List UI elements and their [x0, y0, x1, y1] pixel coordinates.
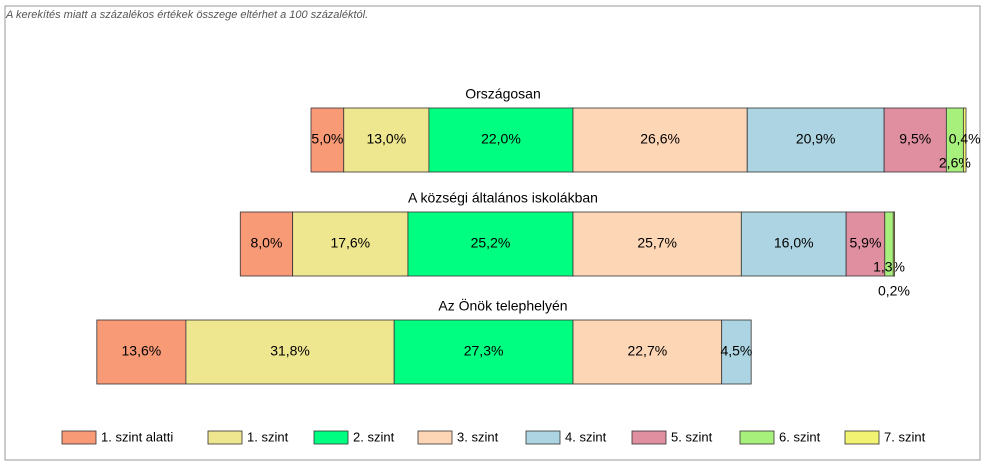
row-title: Az Önök telephelyén [438, 297, 567, 314]
value-label: 5,0% [311, 131, 343, 147]
legend-label: 1. szint [247, 429, 289, 444]
bar-segment [343, 107, 430, 173]
legend-label: 7. szint [884, 429, 926, 444]
bar-segment [746, 107, 885, 173]
value-label: 1,3% [873, 259, 905, 275]
legend-swatch [61, 430, 97, 445]
bar-segment [572, 319, 723, 385]
bar-segment [239, 211, 294, 277]
value-label: 22,0% [481, 131, 521, 147]
legend-swatch [844, 430, 880, 445]
bar-segment [407, 211, 574, 277]
legend-label: 3. szint [457, 429, 499, 444]
bar-segment [721, 319, 752, 385]
bar-segment [393, 319, 574, 385]
legend-swatch [207, 430, 243, 445]
legend-label: 2. szint [353, 429, 395, 444]
bar-segment [572, 107, 748, 173]
legend-swatch [739, 430, 775, 445]
value-label: 0,4% [949, 131, 981, 147]
bar-segment [572, 211, 742, 277]
value-label: 22,7% [627, 343, 667, 359]
bar-segment [740, 211, 847, 277]
note: A kerekítés miatt a százalékos értékek ö… [5, 9, 368, 21]
bar-segment [185, 319, 395, 385]
value-label: 17,6% [330, 235, 370, 251]
bar-segment [845, 211, 886, 277]
legend-swatch [525, 430, 561, 445]
legend-label: 1. szint alatti [101, 429, 173, 444]
legend-label: 6. szint [779, 429, 821, 444]
value-label: 25,7% [637, 235, 677, 251]
value-label: 2,6% [939, 155, 971, 171]
legend-label: 5. szint [671, 429, 713, 444]
value-label: 20,9% [796, 131, 836, 147]
legend-label: 4. szint [565, 429, 607, 444]
value-label: 9,5% [899, 131, 931, 147]
value-label: 27,3% [464, 343, 504, 359]
legend-swatch [417, 430, 453, 445]
row-title: Országosan [465, 86, 540, 102]
bar-segment [428, 107, 574, 173]
legend-swatch [313, 430, 349, 445]
bar-segment [96, 319, 187, 385]
value-label: 31,8% [270, 343, 310, 359]
bar-segment [310, 107, 345, 173]
value-label: 4,5% [720, 343, 752, 359]
row-title: A községi általános iskolákban [408, 190, 598, 206]
bar-segment [962, 107, 967, 173]
value-label: 13,0% [366, 131, 406, 147]
value-label: 16,0% [774, 235, 814, 251]
bar-segment [292, 211, 409, 277]
value-label: 25,2% [471, 235, 511, 251]
bar-segment [892, 211, 896, 277]
value-label: 0,2% [878, 283, 910, 299]
value-label: 26,6% [640, 131, 680, 147]
value-label: 8,0% [250, 235, 282, 251]
value-label: 13,6% [122, 343, 162, 359]
bar-segment [883, 107, 947, 173]
value-label: 5,9% [849, 235, 881, 251]
legend-swatch [631, 430, 667, 445]
